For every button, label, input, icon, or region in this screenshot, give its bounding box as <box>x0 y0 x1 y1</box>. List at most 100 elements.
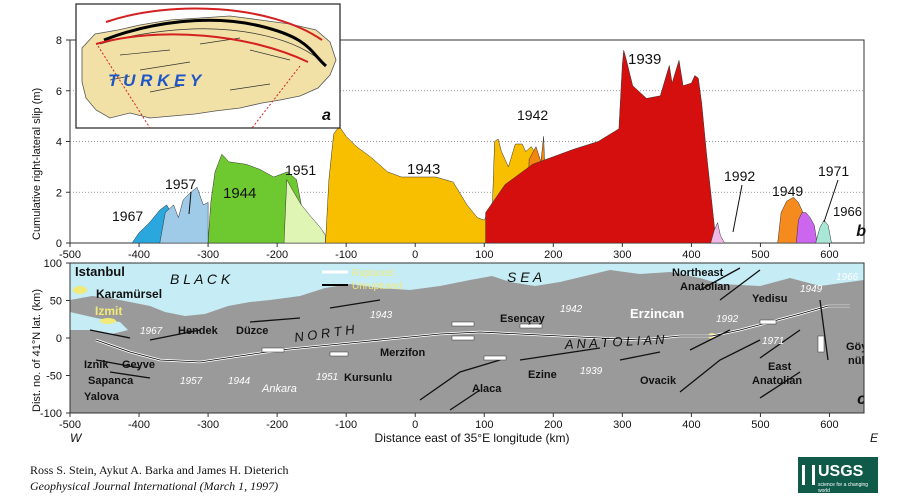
panel-label-b: b <box>856 223 866 240</box>
usgs-logo: USGS science for a changing world <box>798 457 878 494</box>
place-alaca: Alaca <box>472 383 502 395</box>
map-x-tick-label: 400 <box>682 419 700 431</box>
slip-y-tick-label: 2 <box>56 187 62 199</box>
map-year-1966: 1966 <box>836 272 859 283</box>
label-1966: 1966 <box>833 204 862 219</box>
x-end-label-w: W <box>70 431 83 445</box>
map-x-tick-label: 200 <box>544 419 562 431</box>
map-x-tick-label: -400 <box>128 419 150 431</box>
map-x-tick-label: -100 <box>335 419 357 431</box>
slip-area-1943 <box>325 125 537 243</box>
fault-map-body: Ruptured Unruptured B L A C K S E A N O … <box>70 263 874 413</box>
inset-faults <box>99 28 321 93</box>
slip-y-tick-label: 4 <box>56 137 62 149</box>
place-sapanca: Sapanca <box>88 375 134 387</box>
usgs-tagline: science for a changing world <box>818 482 869 494</box>
label-1944: 1944 <box>223 185 256 202</box>
slip-area-1939 <box>485 50 717 243</box>
rupture-year-labels: 1967 1957 1944 1951 1943 1942 1939 1992 … <box>140 272 859 387</box>
credit-journal: Geophysical Journal International (March… <box>30 479 279 493</box>
slip-x-tick-label: -200 <box>266 249 288 261</box>
label-1949: 1949 <box>772 183 803 199</box>
slip-x-tick-label: 300 <box>613 249 631 261</box>
map-y-axis-label: Dist. no. of 41°N lat. (km) <box>31 289 43 412</box>
map-x-tick-label: 0 <box>412 419 418 431</box>
place-kursunlu: Kursunlu <box>344 372 392 384</box>
map-x-tick-label: -300 <box>197 419 219 431</box>
map-year-1951: 1951 <box>316 372 338 383</box>
turkey-inset-map: T U R K E Y a <box>75 3 341 129</box>
place-northeast-anatolian: Northeast Anatolian <box>672 267 730 293</box>
slip-x-tick-label: -400 <box>128 249 150 261</box>
slip-arrows <box>261 319 825 361</box>
usgs-mark-icon <box>802 465 815 485</box>
inset-projection-lines <box>97 45 301 129</box>
slip-x-ticks: -500 -400 -300 -200 -100 0 100 200 300 400 500 600 <box>59 243 839 261</box>
sea-label-sea: S E A <box>507 269 542 285</box>
label-1957: 1957 <box>165 176 196 192</box>
naf-unruptured-trace <box>95 305 850 363</box>
place-ezine: Ezine <box>528 369 557 381</box>
istanbul-marker <box>73 286 87 294</box>
place-izmit: Izmit <box>95 304 122 318</box>
map-year-1949: 1949 <box>800 284 823 295</box>
map-x-tick-label: 600 <box>820 419 838 431</box>
place-duzce: Düzce <box>236 325 268 337</box>
pointer-1992 <box>732 184 743 233</box>
place-merzifon: Merzifon <box>380 347 426 359</box>
label-1939: 1939 <box>628 51 661 68</box>
map-year-1957: 1957 <box>180 376 203 387</box>
inset-country-label: T U R K E Y <box>108 71 203 90</box>
ne-anatolian-line2: Anatolian <box>680 281 730 293</box>
map-x-tick-label: 100 <box>475 419 493 431</box>
slip-x-tick-label: 600 <box>820 249 838 261</box>
label-1942: 1942 <box>517 107 548 123</box>
map-year-1992: 1992 <box>716 314 739 325</box>
pointer-1957 <box>188 191 192 215</box>
slip-area-1992 <box>710 221 725 243</box>
label-1967: 1967 <box>112 208 143 224</box>
map-y-tick-label: -50 <box>46 371 62 383</box>
slip-x-tick-label: 100 <box>475 249 493 261</box>
e-anatolian-line2: Anatolian <box>752 375 802 387</box>
slip-y-ticks: 0 2 4 6 8 <box>56 35 70 250</box>
map-y-tick-label: 0 <box>56 333 62 345</box>
map-x-tick-label: -500 <box>59 419 81 431</box>
place-geyve: Geyve <box>122 359 155 371</box>
secondary-faults <box>89 267 829 411</box>
slip-y-tick-label: 6 <box>56 86 62 98</box>
place-ovacik: Ovacik <box>640 375 677 387</box>
map-y-tick-label: -100 <box>40 408 62 420</box>
fault-map: Ruptured Unruptured B L A C K S E A N O … <box>31 258 874 420</box>
place-ankara: Ankara <box>261 383 297 395</box>
turkey-landmass <box>81 15 337 119</box>
slip-area-1966 <box>815 219 832 243</box>
place-goynuk: Göy- nük <box>846 341 874 367</box>
inset-study-region <box>95 7 323 63</box>
slip-x-tick-label: -300 <box>197 249 219 261</box>
map-year-1943: 1943 <box>370 310 393 321</box>
place-erzincan: Erzincan <box>630 306 684 321</box>
map-year-1942: 1942 <box>560 304 583 315</box>
pointer-1971 <box>823 179 839 223</box>
place-hendek: Hendek <box>178 325 219 337</box>
sea-label-black: B L A C K <box>170 271 231 287</box>
ne-anatolian-line1: Northeast <box>672 267 724 279</box>
slip-series <box>131 50 832 243</box>
legend-unruptured-label: Unruptured <box>352 281 402 292</box>
x-axis-label: Distance east of 35°E longitude (km) <box>375 431 570 445</box>
slip-x-tick-label: 500 <box>751 249 769 261</box>
map-year-1944: 1944 <box>228 376 251 387</box>
place-east-anatolian: East Anatolian <box>752 361 802 387</box>
label-1943: 1943 <box>407 161 440 178</box>
fault-label-anatolian: A N A T O L I A N <box>563 332 665 352</box>
place-yedisu: Yedisu <box>752 293 787 305</box>
slip-y-axis-label: Cumulative right-lateral slip (m) <box>31 88 43 240</box>
panel-label-c: c <box>857 391 866 408</box>
usgs-logo-text: USGS <box>818 463 864 480</box>
e-anatolian-line1: East <box>768 361 792 373</box>
slip-x-tick-label: 0 <box>412 249 418 261</box>
map-year-1971: 1971 <box>762 336 784 347</box>
label-1992: 1992 <box>724 168 755 184</box>
